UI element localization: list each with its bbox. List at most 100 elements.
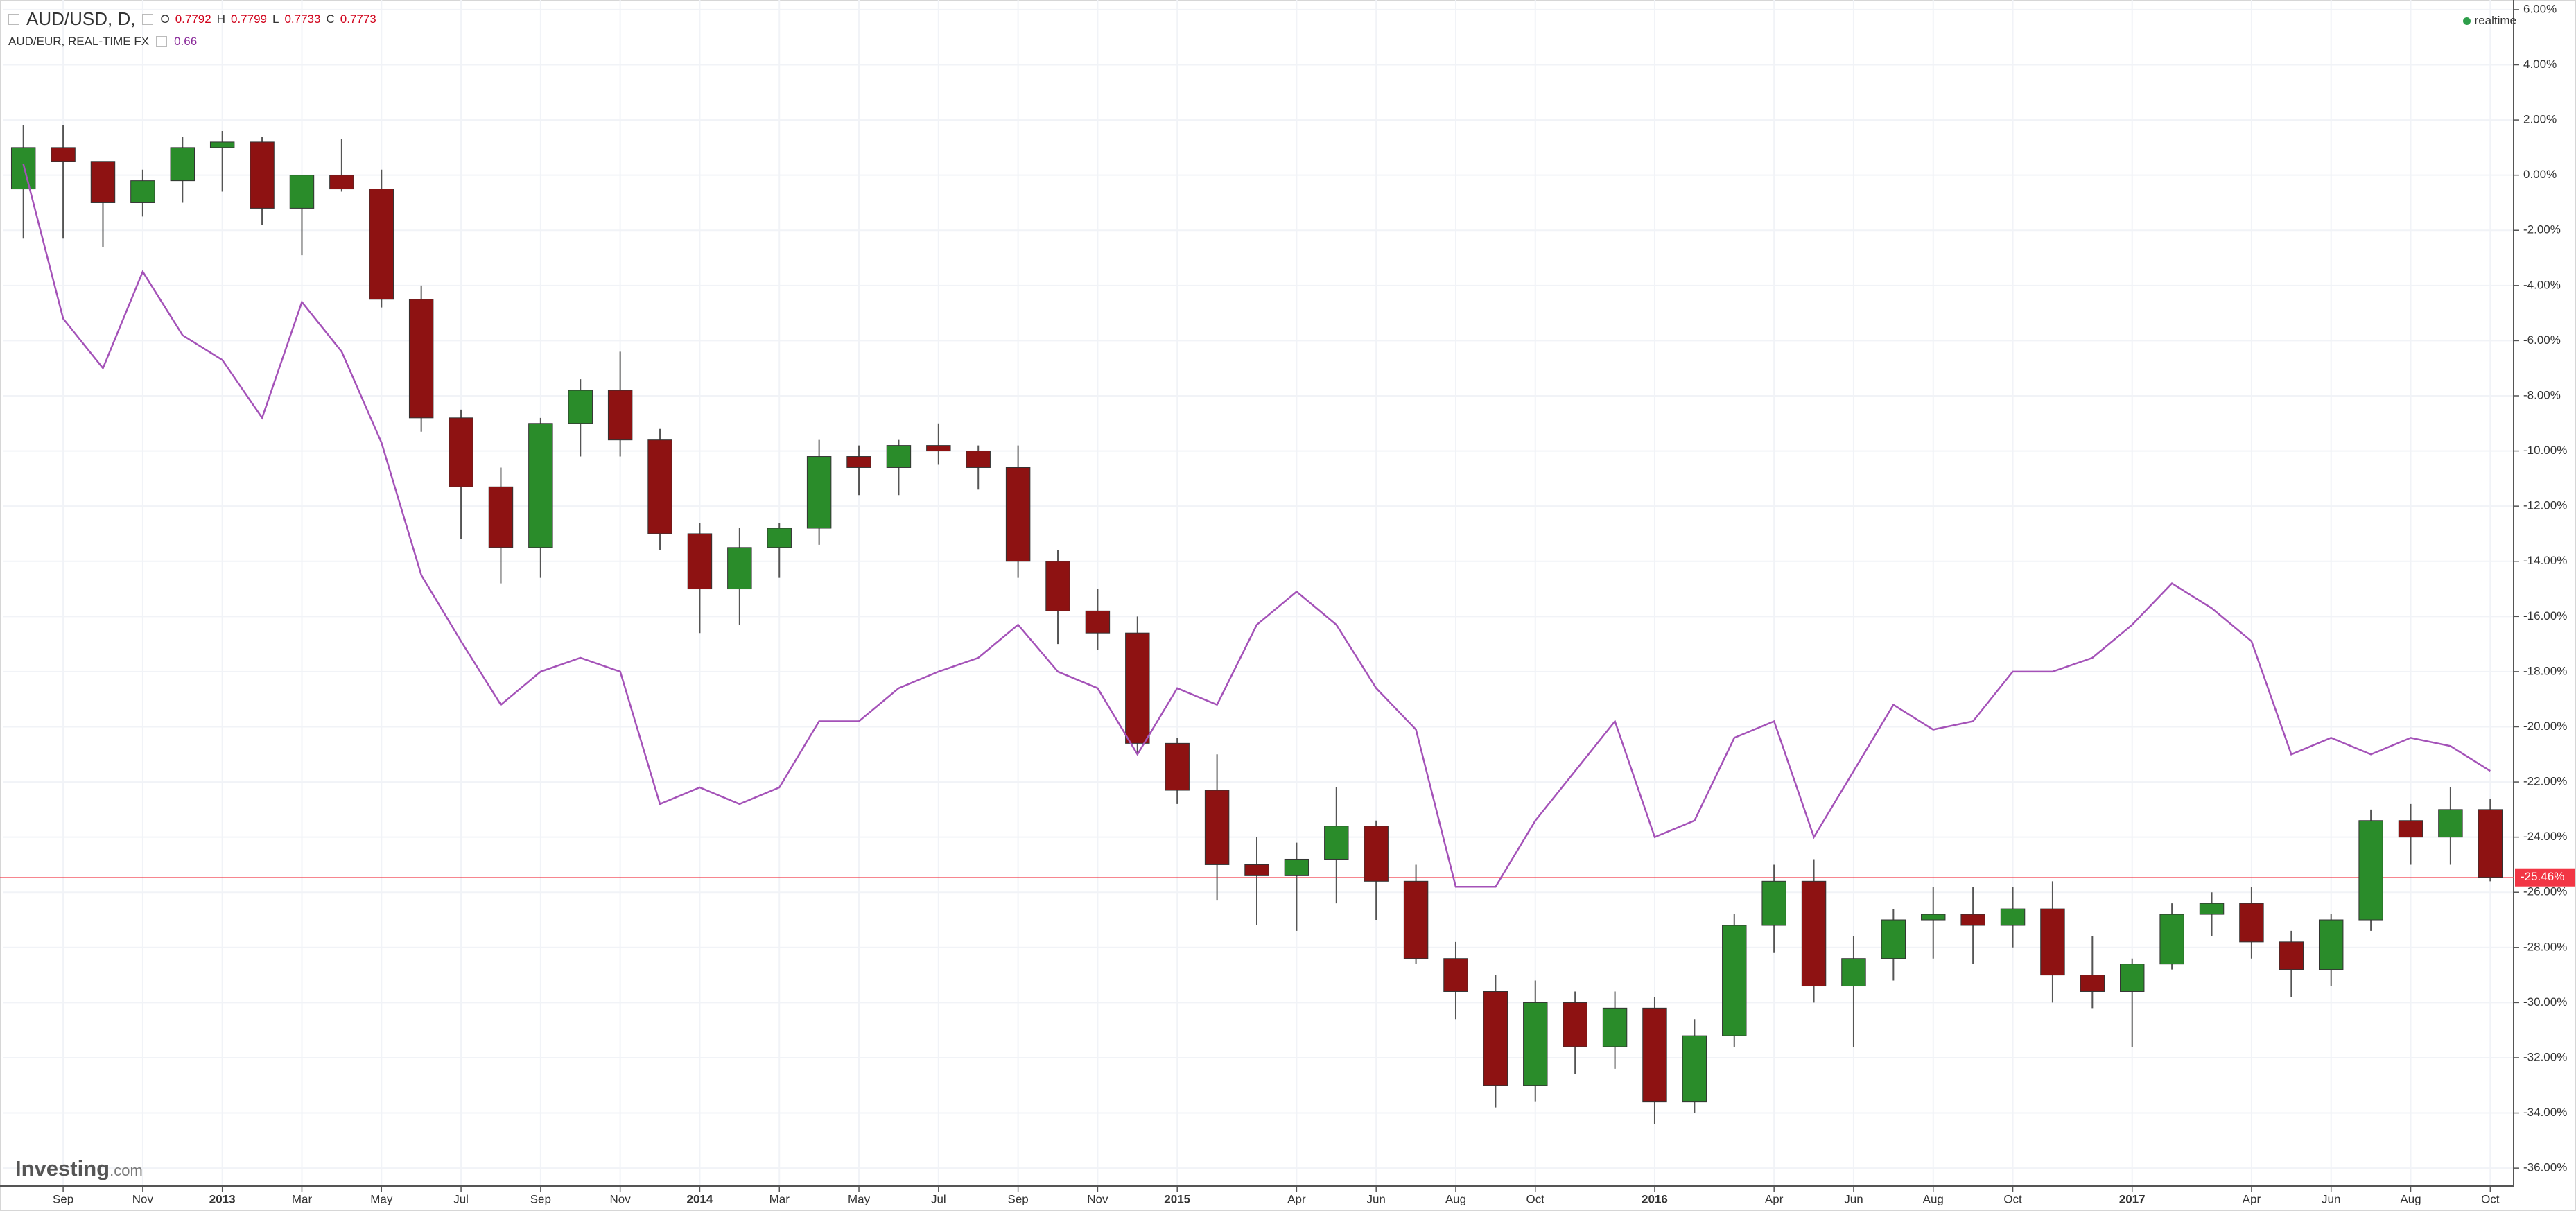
candles (10, 125, 2503, 1124)
candle-body (966, 451, 991, 468)
candle-body (408, 299, 434, 419)
watermark-brand: Investing (15, 1156, 110, 1180)
candle-body (2358, 820, 2383, 921)
x-tick-label: Aug (1445, 1192, 1466, 1205)
candle-body (1881, 919, 1906, 959)
y-tick-label: -26.00% (2523, 885, 2567, 898)
y-tick-label: -10.00% (2523, 444, 2567, 457)
x-tick-label: Sep (53, 1192, 73, 1205)
x-tick-label: 2013 (209, 1192, 236, 1205)
x-tick-label: Oct (2481, 1192, 2500, 1205)
status-dot (2462, 17, 2471, 25)
ohlc-value: 0.7792 (175, 12, 211, 26)
last-value: 0.66 (174, 35, 198, 48)
candle-body (1284, 858, 1309, 876)
x-tick-label: Jul (453, 1192, 469, 1205)
x-tick-label: Mar (292, 1192, 313, 1205)
candle-body (1324, 826, 1349, 860)
candle-body (568, 390, 593, 424)
ohlc-label: O (160, 12, 170, 26)
y-tick-label: -24.00% (2523, 830, 2567, 843)
candle-body (1483, 991, 1508, 1086)
y-tick-label: -18.00% (2523, 664, 2567, 677)
candle-body (2318, 919, 2344, 970)
candle-body (1602, 1007, 1628, 1047)
candle-body (1443, 958, 1468, 992)
candle-body (1364, 826, 1389, 882)
y-tick-label: -22.00% (2523, 775, 2567, 788)
status-text: realtime (2474, 14, 2516, 27)
compare-legend: AUD/EUR, REAL-TIME FX 0.66 (8, 35, 197, 49)
ohlc-label: L (272, 12, 279, 26)
y-tick-label: -2.00% (2523, 223, 2561, 236)
x-tick-label: Jun (1366, 1192, 1385, 1205)
candle-body (449, 417, 473, 487)
candle-body (2478, 809, 2503, 878)
y-tick-label: -14.00% (2523, 554, 2567, 567)
x-tick-label: May (370, 1192, 393, 1205)
candle-body (1045, 561, 1070, 611)
settings-icon[interactable] (156, 36, 168, 47)
x-tick-label: 2015 (1164, 1192, 1190, 1205)
candle-body (1921, 914, 1946, 921)
candle-body (1841, 958, 1866, 987)
y-tick-label: 0.00% (2523, 168, 2557, 181)
compare-line (22, 164, 2491, 888)
status: realtime (2462, 14, 2516, 28)
y-tick-label: -32.00% (2523, 1050, 2567, 1063)
candle-body (2279, 941, 2304, 970)
ohlc-value: 0.7733 (284, 12, 321, 26)
y-tick-label: -20.00% (2523, 720, 2567, 733)
candle-body (926, 445, 951, 452)
candle-body (647, 439, 672, 534)
ohlc: O 0.7792 H 0.7799 L 0.7733 C 0.7773 (160, 12, 376, 26)
candle-body (1801, 880, 1827, 987)
candle-body (1960, 914, 1985, 926)
candle-body (2199, 903, 2225, 915)
candle-body (687, 533, 713, 590)
series-name: AUD/USD, D, (26, 8, 136, 29)
candle-body (488, 486, 514, 548)
y-tick-label: 4.00% (2523, 58, 2557, 71)
y-tick-label: -36.00% (2523, 1161, 2567, 1174)
candle-body (1204, 790, 1230, 865)
watermark: Investing.com (15, 1156, 143, 1181)
candle-body (1642, 1007, 1667, 1103)
ohlc-value: 0.7773 (340, 12, 376, 26)
collapse-toggle[interactable] (8, 13, 19, 25)
candle-body (1403, 880, 1429, 959)
x-tick-label: Jul (931, 1192, 946, 1205)
x-tick-label: Aug (1923, 1192, 1944, 1205)
candle-body (10, 147, 36, 190)
settings-icon[interactable] (142, 13, 154, 25)
x-tick-label: Apr (1287, 1192, 1306, 1205)
candle-body (250, 141, 275, 209)
candle-body (51, 147, 76, 162)
candle-body (329, 175, 354, 190)
candle-body (2000, 908, 2026, 926)
x-tick-label: 2016 (1642, 1192, 1668, 1205)
x-tick-label: Oct (1526, 1192, 1545, 1205)
ohlc-label: H (216, 12, 225, 26)
candle-body (607, 390, 633, 441)
candle-body (170, 147, 195, 182)
y-tick-label: -4.00% (2523, 278, 2561, 291)
y-tick-label: -12.00% (2523, 499, 2567, 512)
candle-body (886, 445, 912, 468)
series-name: AUD/EUR, REAL-TIME FX (8, 35, 150, 48)
candle-body (289, 175, 315, 209)
candle-body (1085, 610, 1111, 634)
x-tick-label: Aug (2400, 1192, 2421, 1205)
candle-body (806, 456, 832, 529)
candle-body (209, 141, 235, 148)
x-tick-label: Jun (1844, 1192, 1863, 1205)
x-tick-label: Apr (2243, 1192, 2261, 1205)
main-legend: AUD/USD, D, O 0.7792 H 0.7799 L 0.7733 C 0.7773 (8, 8, 376, 30)
x-tick-label: May (848, 1192, 871, 1205)
x-tick-label: Nov (1087, 1192, 1108, 1205)
y-tick-label: -34.00% (2523, 1106, 2567, 1119)
y-tick-label: -8.00% (2523, 388, 2561, 401)
candle-body (1563, 1002, 1587, 1047)
